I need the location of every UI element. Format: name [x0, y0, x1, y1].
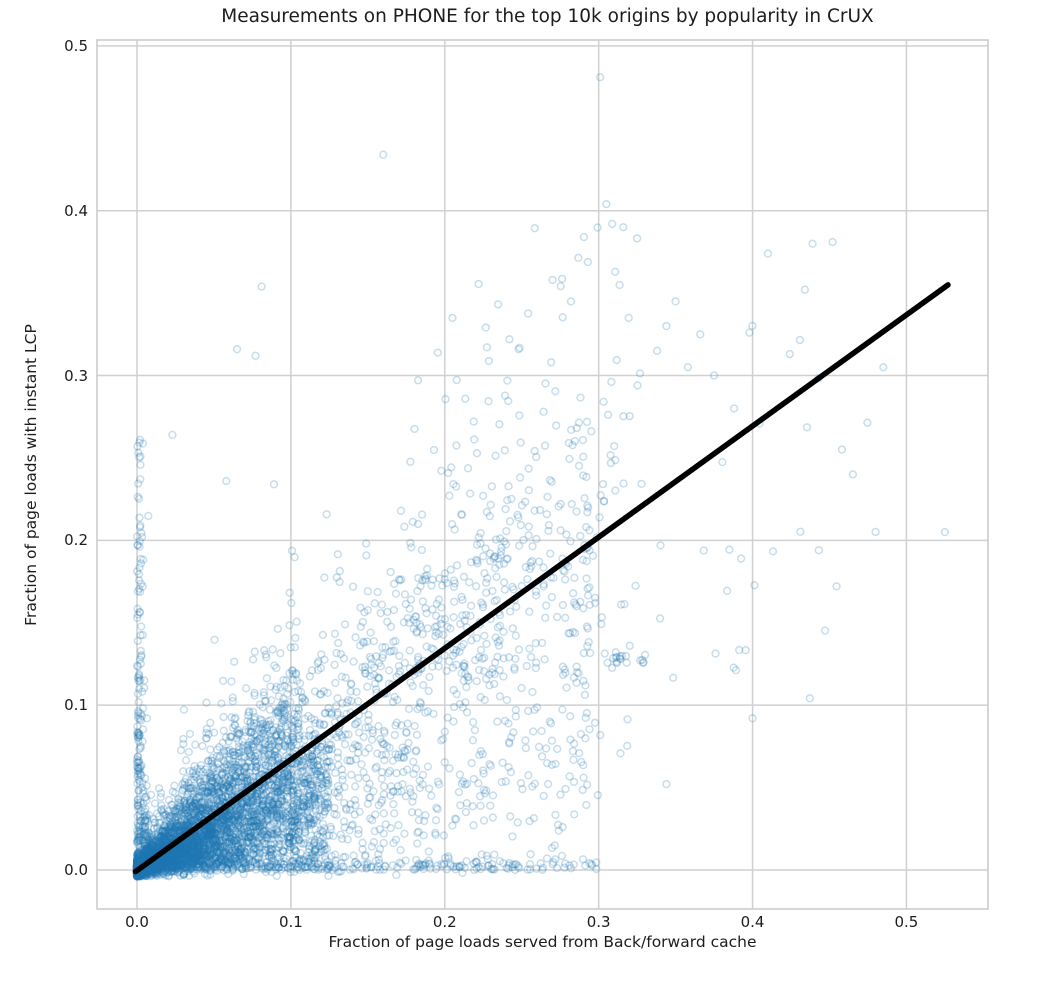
y-tick-label: 0.4 [64, 201, 88, 220]
chart-title: Measurements on PHONE for the top 10k or… [221, 6, 874, 27]
x-tick-label: 0.1 [278, 913, 303, 931]
y-tick-label: 0.5 [64, 36, 88, 55]
x-tick-label: 0.4 [740, 913, 765, 931]
y-tick-label: 0.1 [64, 696, 88, 715]
y-tick-label: 0.3 [64, 366, 88, 385]
x-tick-label: 0.5 [894, 913, 919, 931]
x-tick-label: 0.3 [586, 913, 611, 931]
x-tick-label: 0.0 [125, 913, 149, 931]
x-axis-label: Fraction of page loads served from Back/… [328, 933, 757, 951]
y-tick-label: 0.0 [64, 860, 88, 879]
y-axis-label: Fraction of page loads with instant LCP [22, 324, 40, 626]
y-tick-label: 0.2 [64, 531, 88, 550]
x-tick-label: 0.2 [432, 913, 457, 931]
